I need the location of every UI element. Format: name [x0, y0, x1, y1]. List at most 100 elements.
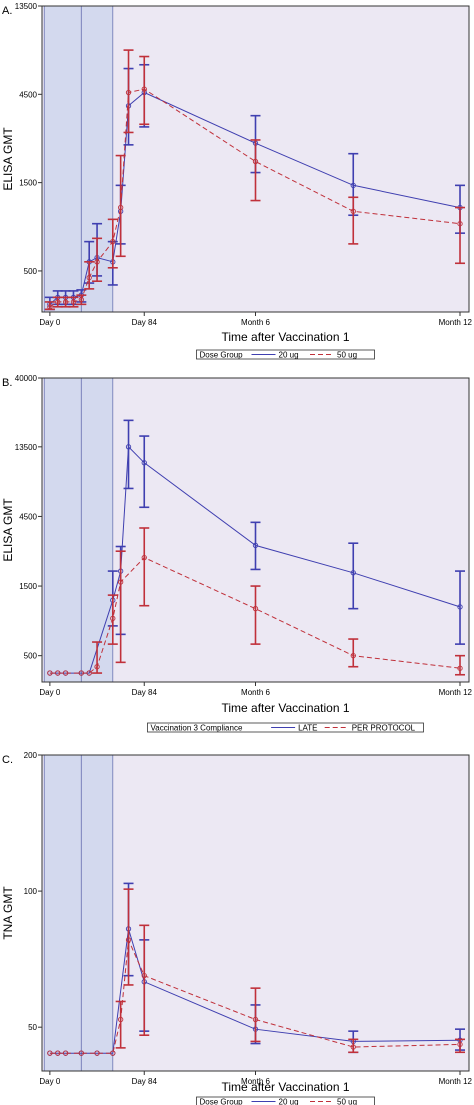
chart-b-data-point [350, 653, 356, 659]
chart-b-data-point [252, 606, 259, 612]
chart-c-data-point [94, 1050, 100, 1056]
chart-panel-b: 500 1500 4500 13500 40000 Day 0 Day 84 Month 6 M… [0, 365, 474, 735]
chart-a-series-line [49, 88, 461, 308]
chart-c-data-point [457, 1041, 463, 1048]
chart-a-x-tick-label: Month 6 [241, 318, 270, 327]
chart-b-data-point [141, 460, 147, 466]
chart-b-data-point [457, 604, 463, 610]
chart-a-legend-box [196, 349, 375, 360]
chart-a-data-point [94, 259, 100, 265]
chart-b-series-line [49, 556, 461, 674]
chart-panel-a: 500 1500 4500 13500 Day 0 Day 84 Month 6 Month … [0, 0, 474, 365]
chart-a-data-point [350, 208, 356, 214]
chart-b-legend-entry: PER PROTOCOL [352, 724, 416, 733]
chart-b-data-point [62, 670, 69, 676]
chart-c-x-axis-label: Time after Vaccination 1 [221, 1080, 349, 1094]
chart-a-y-tick-label: 4500 [19, 90, 37, 99]
chart-b-panel-letter: B. [2, 377, 12, 389]
chart-b: 500 1500 4500 13500 40000 Day 0 Day 84 Month 6 M… [1, 374, 473, 733]
chart-c-legend-entry: 50 ug [337, 1098, 357, 1105]
chart-c-data-point [47, 1050, 53, 1056]
chart-b-data-point [94, 664, 100, 670]
chart-a-data-point [252, 158, 259, 165]
chart-panel-c: 50 100 200 Day 0 Day 84 Month 6 Month 12 C. TNA … [0, 735, 474, 1105]
chart-b-data-point [252, 542, 259, 549]
chart-c-data-point [252, 1016, 259, 1023]
chart-b-data-point [457, 665, 463, 671]
chart-a-data-point [125, 89, 132, 96]
chart-a-panel-letter: A. [2, 5, 12, 17]
chart-b-x-tick-label: Day 84 [132, 688, 158, 697]
chart-a-legend-entry: 50 ug [337, 351, 357, 360]
chart-c-data-point [55, 1050, 61, 1056]
chart-b-x-tick-label: Month 6 [241, 688, 270, 697]
chart-a-shaded-interval [43, 5, 82, 313]
chart-b-data-point [110, 615, 116, 622]
chart-a-data-point [457, 221, 463, 227]
chart-c-data-point [62, 1050, 69, 1056]
chart-a-data-point [110, 238, 116, 245]
chart-a-data-point [62, 299, 69, 305]
chart-a-y-tick-label: 13500 [15, 2, 38, 11]
chart-b-y-tick-label: 13500 [15, 443, 38, 452]
chart-a-legend: Dose Group 20 ug 50 ug [196, 349, 375, 360]
chart-c-data-point [141, 973, 147, 979]
chart-c-legend-entry: 20 ug [279, 1098, 299, 1105]
chart-b-legend-title: Vaccination 3 Compliance [151, 724, 243, 733]
chart-c-data-point [110, 1050, 116, 1056]
chart-b-data-point [47, 670, 53, 676]
chart-b-data-point [118, 579, 124, 585]
chart-a-data-point [78, 296, 84, 303]
chart-b-y-tick-label: 4500 [19, 512, 37, 521]
chart-a-data-point [55, 299, 61, 305]
chart-a-data-point [118, 204, 124, 211]
chart-b-data-point [141, 554, 147, 561]
chart-b-data-point [78, 670, 84, 676]
chart-a-y-tick-label: 500 [24, 267, 38, 276]
chart-a-legend-title: Dose Group [200, 351, 244, 360]
chart-b-x-tick-label: Day 0 [39, 688, 60, 697]
chart-c-y-tick-label: 50 [28, 1023, 37, 1032]
chart-a-data-point [141, 86, 147, 92]
chart-b-y-tick-label: 40000 [15, 374, 38, 383]
chart-b-y-axis-label: ELISA GMT [1, 498, 15, 562]
chart-a-data-point [70, 299, 77, 305]
chart-b-x-tick-label: Month 12 [439, 688, 473, 697]
chart-c-panel-letter: C. [2, 754, 13, 766]
chart-c-x-tick-label: Day 0 [39, 1077, 60, 1086]
chart-b-legend: Vaccination 3 Compliance LATE PER PROTOCOL [147, 722, 424, 733]
chart-b-data-point [125, 444, 132, 450]
chart-c-series-line [49, 937, 461, 1054]
chart-a-data-point [47, 304, 53, 310]
chart-c-legend-title: Dose Group [200, 1098, 244, 1105]
chart-b-shaded-interval [80, 377, 114, 683]
chart-b-data-point [55, 670, 61, 676]
chart-a-x-tick-label: Month 12 [439, 318, 473, 327]
chart-c-legend-box [196, 1096, 375, 1105]
chart-b-series-line [49, 445, 461, 674]
chart-c-legend: Dose Group 20 ug 50 ug [196, 1096, 375, 1105]
chart-c-shaded-interval [80, 754, 114, 1072]
chart-c-data-point [78, 1050, 84, 1056]
chart-c-shaded-interval [43, 754, 82, 1072]
chart-c-x-tick-label: Month 12 [439, 1077, 473, 1086]
chart-a-data-point [86, 274, 92, 281]
chart-a: 500 1500 4500 13500 Day 0 Day 84 Month 6 Month … [1, 2, 473, 360]
chart-c-x-tick-label: Day 84 [132, 1077, 158, 1086]
chart-a-x-tick-label: Day 0 [39, 318, 60, 327]
chart-b-data-point [350, 570, 356, 576]
chart-b-x-axis-label: Time after Vaccination 1 [221, 701, 349, 715]
chart-c-y-tick-label: 100 [24, 887, 38, 896]
chart-c-y-axis-label: TNA GMT [1, 886, 15, 940]
chart-a-x-tick-label: Day 84 [132, 318, 158, 327]
chart-c-data-point [118, 1016, 124, 1023]
chart-c-data-point [125, 937, 132, 943]
chart-a-legend-entry: 20 ug [279, 351, 299, 360]
chart-b-y-tick-label: 500 [24, 652, 38, 661]
chart-a-y-axis-label: ELISA GMT [1, 127, 15, 191]
chart-b-data-point [86, 670, 92, 676]
chart-c: 50 100 200 Day 0 Day 84 Month 6 Month 12 C. TNA … [1, 751, 473, 1105]
chart-c-y-tick-label: 200 [24, 751, 38, 760]
chart-a-x-axis-label: Time after Vaccination 1 [221, 330, 349, 344]
chart-b-legend-entry: LATE [298, 724, 317, 733]
